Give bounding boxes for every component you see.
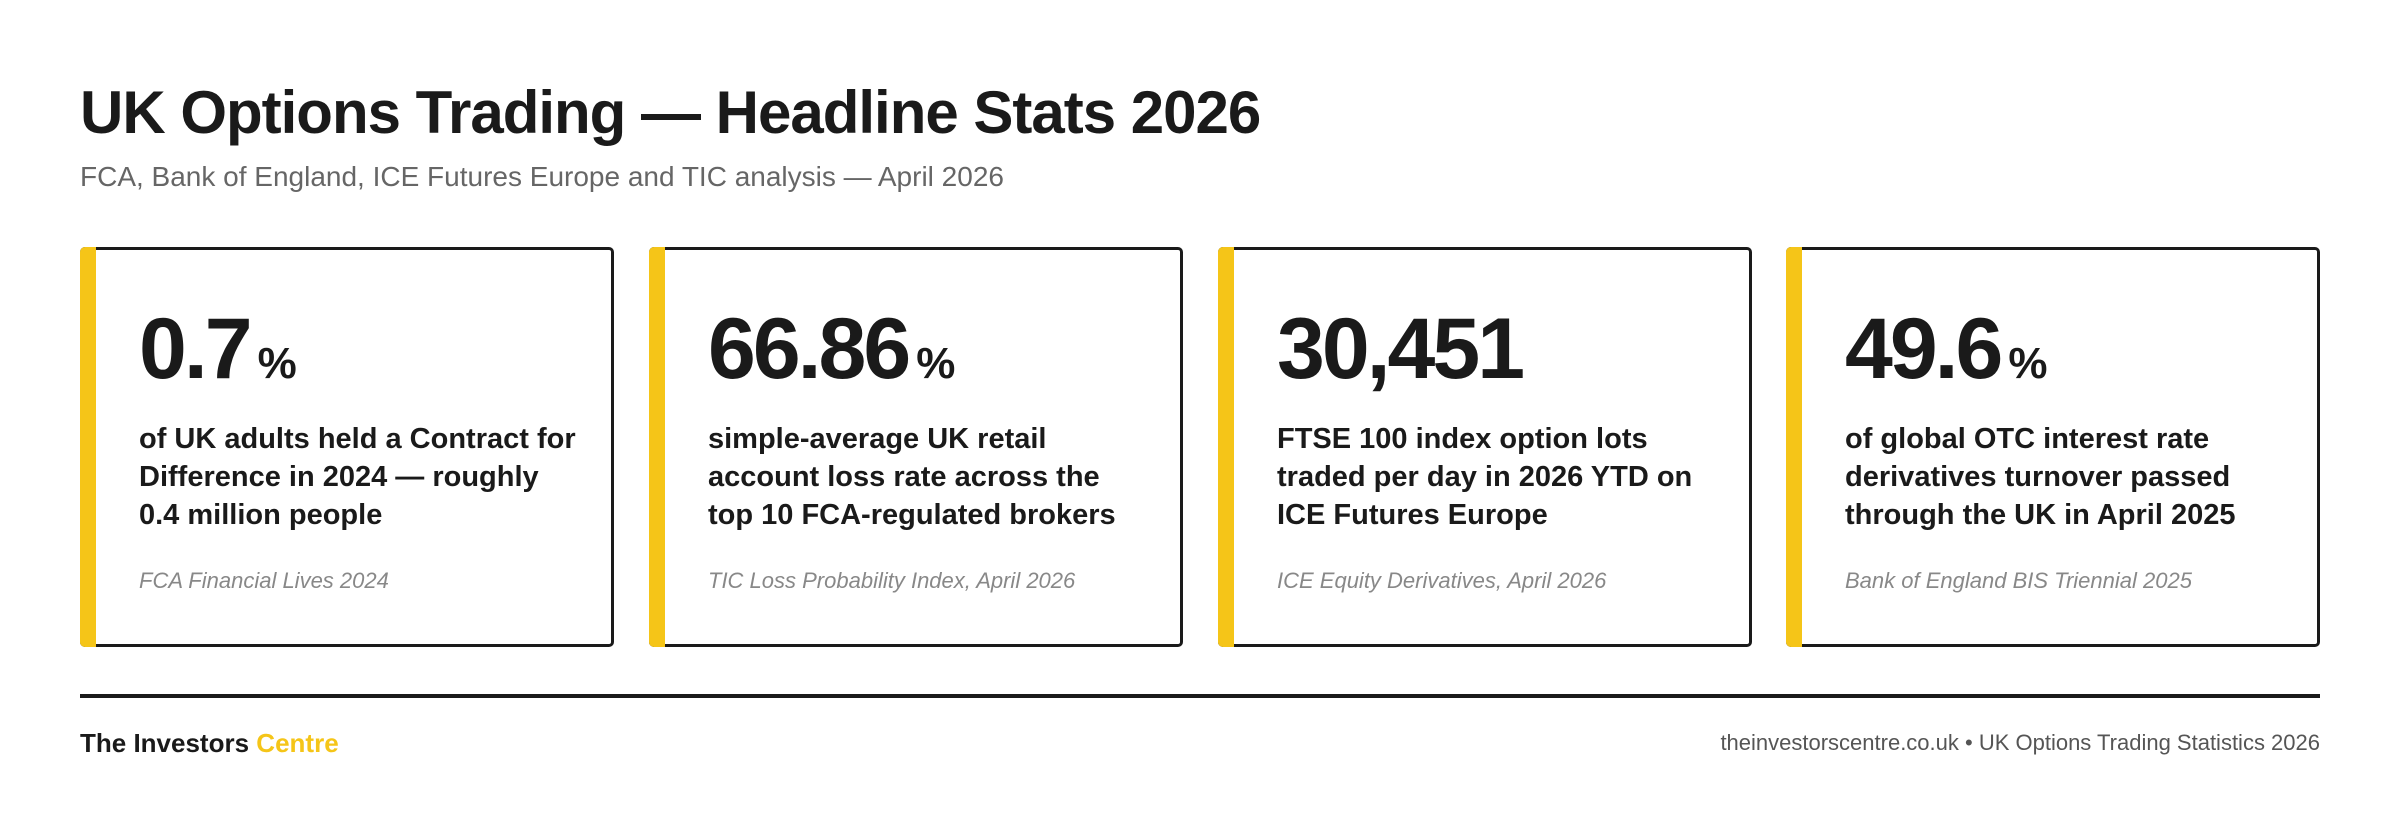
- accent-bar: [1218, 247, 1234, 647]
- page-subtitle: FCA, Bank of England, ICE Futures Europe…: [80, 161, 1004, 192]
- stat-source: ICE Equity Derivatives, April 2026: [1277, 568, 1607, 593]
- accent-bar: [1786, 247, 1802, 647]
- stat-value: 30,451: [1277, 300, 1530, 399]
- stat-card-otc-turnover: 49.6% of global OTC interest rate deriva…: [1786, 247, 2320, 647]
- accent-bar: [80, 247, 96, 647]
- stat-number: 49.6: [1845, 301, 2003, 397]
- page-title: UK Options Trading — Headline Stats 2026: [80, 79, 1261, 146]
- brand-name-accent: Centre: [256, 728, 339, 758]
- stat-source: Bank of England BIS Triennial 2025: [1845, 568, 2192, 593]
- brand-name-primary: The Investors: [80, 728, 250, 758]
- brand-logo: The Investors Centre: [80, 728, 339, 759]
- stat-card-loss-rate: 66.86% simple-average UK retail account …: [649, 247, 1183, 647]
- stat-source: TIC Loss Probability Index, April 2026: [708, 568, 1076, 593]
- stat-number: 0.7: [139, 301, 253, 397]
- stat-number: 66.86: [708, 301, 911, 397]
- stat-unit: %: [2008, 339, 2048, 388]
- stat-value: 66.86%: [708, 300, 955, 399]
- stat-card-cfd-holders: 0.7% of UK adults held a Contract for Di…: [80, 247, 614, 647]
- stat-value: 49.6%: [1845, 300, 2048, 399]
- footer-divider: [80, 694, 2320, 698]
- stat-unit: %: [257, 339, 297, 388]
- stat-description: FTSE 100 index option lots traded per da…: [1277, 423, 1693, 531]
- footer-credit: theinvestorscentre.co.uk • UK Options Tr…: [1720, 730, 2320, 755]
- stat-value: 0.7%: [139, 300, 297, 399]
- stat-description: of global OTC interest rate derivatives …: [1845, 423, 2236, 531]
- infographic: UK Options Trading — Headline Stats 2026…: [80, 0, 2320, 838]
- stat-description: simple-average UK retail account loss ra…: [708, 423, 1116, 531]
- stat-number: 30,451: [1277, 301, 1525, 397]
- stat-cards: 0.7% of UK adults held a Contract for Di…: [80, 247, 2320, 647]
- accent-bar: [649, 247, 665, 647]
- stat-source: FCA Financial Lives 2024: [139, 568, 389, 593]
- stat-unit: %: [916, 339, 956, 388]
- stat-card-ftse-option-lots: 30,451 FTSE 100 index option lots traded…: [1218, 247, 1752, 647]
- stat-description: of UK adults held a Contract for Differe…: [139, 423, 576, 531]
